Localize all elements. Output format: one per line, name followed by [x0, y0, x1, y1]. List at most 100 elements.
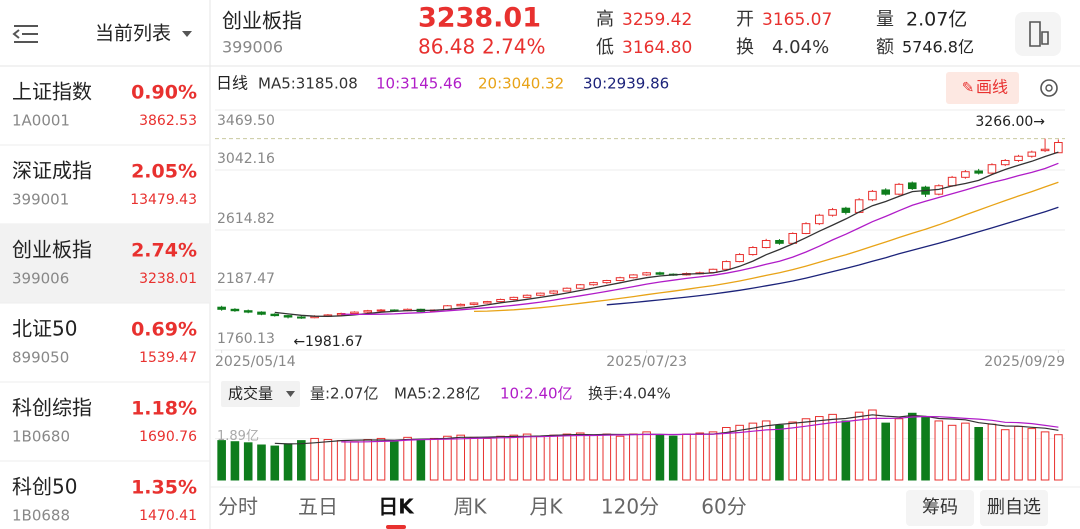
candle-body	[230, 308, 240, 312]
quote-name: 创业板指	[222, 9, 302, 33]
volume-bar	[974, 427, 983, 481]
candle-body	[257, 311, 266, 315]
index-change[interactable]: 0.90%	[131, 82, 197, 104]
list-toggle[interactable]	[12, 25, 38, 43]
y-tick-label: 3469.50	[217, 113, 275, 129]
index-change[interactable]: 2.74%	[131, 240, 197, 262]
index-price[interactable]: 3238.01	[139, 271, 197, 287]
index-price[interactable]: 13479.43	[130, 192, 197, 208]
index-code[interactable]: 899050	[12, 349, 69, 367]
volume-bar	[429, 437, 439, 481]
candle-body	[350, 311, 359, 315]
layout-icon	[1029, 21, 1049, 47]
y-tick-label: 2187.47	[217, 271, 275, 287]
settings-icon[interactable]	[1040, 79, 1058, 97]
draw-button[interactable]	[946, 72, 1019, 104]
ma-label: MA5:3185.08	[258, 75, 358, 93]
ma-line	[274, 151, 1059, 317]
min-annotation: ←1981.67	[293, 334, 363, 350]
candle-body	[642, 272, 651, 276]
volume-bar	[522, 433, 532, 481]
candle-body	[1040, 148, 1050, 152]
index-change[interactable]: 0.69%	[131, 319, 197, 341]
candle-body	[575, 284, 585, 289]
index-code[interactable]: 1A0001	[12, 112, 70, 130]
stat-value: 3164.80	[622, 38, 692, 58]
period-tab[interactable]: 120分	[601, 495, 659, 519]
index-code[interactable]: 1B0688	[12, 507, 70, 525]
index-name[interactable]: 上证指数	[12, 80, 92, 104]
candle-body	[788, 232, 798, 244]
index-change[interactable]: 1.18%	[131, 398, 197, 420]
period-tab[interactable]: 月K	[529, 495, 563, 519]
candle-body	[363, 310, 373, 313]
stat-value: 5746.8亿	[902, 38, 974, 57]
volume-bar	[668, 435, 678, 481]
stat-value: 3259.42	[622, 10, 692, 30]
candle-body	[775, 240, 784, 244]
candle-body	[602, 280, 612, 284]
index-change[interactable]: 2.05%	[131, 161, 197, 183]
volume-bar	[801, 418, 811, 481]
period-tab[interactable]: 五日	[298, 495, 338, 519]
ma-label: 20:3040.32	[478, 75, 564, 93]
selected-row	[0, 224, 210, 303]
draw-button-label[interactable]: 画线	[976, 78, 1008, 97]
index-code[interactable]: 399001	[12, 191, 69, 209]
volume-bar	[708, 431, 718, 481]
period-label: 日线	[216, 74, 248, 93]
y-tick-label: 3042.16	[217, 151, 275, 167]
index-name[interactable]: 科创综指	[12, 396, 92, 420]
candle-body	[536, 292, 545, 296]
volume-bar	[854, 411, 864, 481]
layout-button[interactable]	[1015, 12, 1061, 56]
index-change[interactable]: 1.35%	[131, 477, 197, 499]
period-tab[interactable]: 日K	[378, 495, 415, 519]
volume-selector[interactable]	[221, 381, 300, 407]
action-button-label[interactable]: 删自选	[987, 497, 1041, 518]
volume-bar	[841, 420, 851, 481]
candle-body	[1027, 151, 1037, 157]
candle-body	[522, 294, 532, 298]
period-tab[interactable]: 周K	[453, 495, 487, 519]
action-button[interactable]	[906, 490, 974, 526]
period-tab[interactable]: 60分	[701, 495, 746, 519]
candle-body	[243, 310, 253, 313]
sidebar-title[interactable]: 当前列表	[95, 23, 171, 45]
volume-stat: 10:2.40亿	[500, 385, 573, 403]
settings-icon-center	[1045, 84, 1053, 92]
index-price[interactable]: 1539.47	[139, 350, 197, 366]
candle-body	[868, 190, 877, 201]
index-price[interactable]: 1470.41	[139, 508, 197, 524]
stat-value: 4.04%	[772, 37, 829, 58]
period-tab[interactable]: 分时	[218, 495, 258, 519]
volume-bar	[589, 434, 598, 481]
candle-body	[828, 209, 837, 216]
volume-bar	[629, 433, 638, 481]
candle-body	[482, 301, 492, 304]
ma-line	[341, 162, 1059, 316]
action-button[interactable]	[980, 490, 1048, 526]
action-button-label[interactable]: 筹码	[922, 497, 958, 518]
index-price[interactable]: 3862.53	[139, 113, 197, 129]
index-name[interactable]: 北证50	[12, 317, 77, 341]
index-name[interactable]: 创业板指	[12, 238, 92, 262]
volume-bar	[496, 435, 505, 481]
volume-title[interactable]: 成交量	[228, 385, 273, 403]
volume-bar	[243, 442, 253, 481]
candle-body	[894, 183, 904, 195]
volume-bar	[456, 434, 466, 481]
candle-body	[841, 207, 851, 213]
max-annotation: 3266.00→	[975, 114, 1045, 130]
candle-body	[496, 298, 505, 303]
index-name[interactable]: 科创50	[12, 475, 77, 499]
volume-bar	[469, 436, 479, 481]
index-code[interactable]: 1B0680	[12, 428, 70, 446]
index-code[interactable]: 399006	[12, 270, 69, 288]
quote-code: 399006	[222, 38, 283, 57]
index-price[interactable]: 1690.76	[139, 429, 197, 445]
candle-body	[735, 254, 744, 263]
volume-bar	[336, 440, 346, 481]
index-name[interactable]: 深证成指	[12, 159, 92, 183]
